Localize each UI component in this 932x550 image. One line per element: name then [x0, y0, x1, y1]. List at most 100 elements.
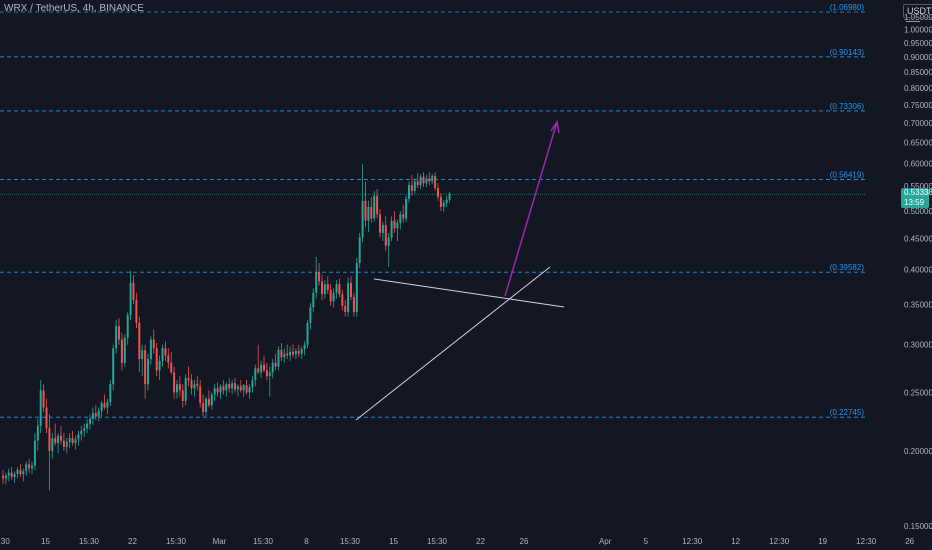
candle — [184, 374, 187, 406]
y-axis-panel[interactable] — [866, 0, 932, 550]
candle — [205, 396, 207, 417]
triangle-lower-trendline[interactable] — [355, 266, 551, 421]
candle-body — [2, 475, 4, 479]
candle — [239, 380, 242, 393]
candle-body — [416, 181, 419, 186]
candle — [294, 348, 297, 360]
x-tick-label: Apr — [599, 537, 612, 546]
y-tick-label: 0.90000 — [904, 53, 932, 62]
candle — [4, 472, 7, 485]
candle — [207, 390, 210, 408]
purple-arrow-line[interactable] — [504, 121, 558, 297]
candle-body — [361, 200, 364, 238]
candle-body — [10, 472, 13, 477]
triangle-upper-trendline[interactable] — [373, 278, 565, 308]
candle — [300, 346, 303, 360]
symbol-header[interactable]: WRX / TetherUS, 4h, BINANCE — [4, 3, 144, 14]
candle-body — [178, 384, 181, 391]
candle-body — [350, 282, 352, 298]
candle-body — [187, 378, 190, 381]
candle-body — [225, 384, 228, 391]
candle-body — [254, 368, 257, 381]
candle-body — [74, 439, 77, 444]
candle — [355, 257, 358, 317]
y-tick-label: 1.00000 — [904, 26, 932, 35]
candle-body — [425, 178, 428, 184]
y-tick-label: 0.40000 — [904, 265, 932, 274]
candle — [350, 276, 352, 300]
candle-body — [126, 315, 129, 338]
candle — [158, 355, 161, 381]
candle-body — [248, 387, 251, 393]
candle — [434, 172, 437, 191]
candle-body — [312, 292, 315, 308]
x-tick-label: 8 — [304, 537, 309, 546]
candle — [268, 366, 271, 397]
candle — [396, 219, 399, 241]
candle — [373, 190, 376, 222]
candle — [341, 289, 344, 311]
candle — [370, 196, 373, 223]
y-tick-label: 0.55000 — [904, 182, 932, 191]
candle — [439, 192, 442, 212]
y-tick-label: 0.95000 — [904, 39, 932, 48]
candle-body — [300, 349, 303, 354]
candle — [419, 174, 422, 189]
y-tick-label: 0.60000 — [904, 159, 932, 168]
candle-body — [379, 214, 381, 233]
candle-body — [422, 176, 425, 184]
candle — [332, 288, 335, 308]
candle — [213, 384, 216, 401]
candle — [51, 433, 54, 459]
candles — [2, 164, 451, 491]
candle — [89, 414, 91, 430]
x-tick-label: 12:30 — [856, 537, 877, 546]
x-tick-label: 12 — [731, 537, 740, 546]
candle — [120, 332, 123, 371]
candle — [190, 374, 193, 395]
candle-body — [80, 430, 83, 435]
candle — [315, 256, 318, 299]
candle-body — [323, 284, 326, 295]
candle-body — [442, 202, 445, 207]
candle — [54, 423, 57, 446]
candle — [431, 174, 434, 185]
candle — [57, 433, 60, 454]
candle — [83, 423, 86, 437]
candle-body — [381, 225, 384, 233]
candle-body — [315, 272, 318, 293]
candle — [39, 380, 42, 434]
y-tick-label: 0.75000 — [904, 101, 932, 110]
candle-body — [199, 386, 202, 404]
candle — [306, 319, 309, 349]
candle — [164, 341, 167, 361]
candle — [31, 461, 33, 475]
candle-body — [434, 175, 437, 189]
candle — [123, 334, 126, 367]
candle — [65, 438, 68, 454]
candle — [231, 380, 234, 395]
candle-body — [138, 322, 141, 360]
candle — [48, 414, 51, 491]
x-tick-label: 15:30 — [166, 537, 187, 546]
candle — [36, 418, 39, 451]
candle-body — [68, 438, 71, 442]
current-price-label: 0.53338 — [904, 188, 932, 197]
candle — [376, 188, 379, 219]
candle-body — [42, 390, 45, 408]
candle-body — [39, 390, 42, 426]
candle — [132, 274, 135, 305]
y-tick-label: 0.65000 — [904, 138, 932, 147]
candle — [393, 211, 396, 233]
currency-badge[interactable]: USDT — [903, 4, 932, 18]
candle-body — [352, 297, 355, 312]
candle-body — [413, 181, 416, 191]
candle-body — [265, 370, 268, 377]
level-label: (1.06980) — [830, 3, 865, 12]
candle-body — [149, 339, 152, 360]
candle-body — [213, 388, 216, 395]
candle-body — [321, 281, 323, 295]
x-tick-label: 5 — [644, 537, 649, 546]
